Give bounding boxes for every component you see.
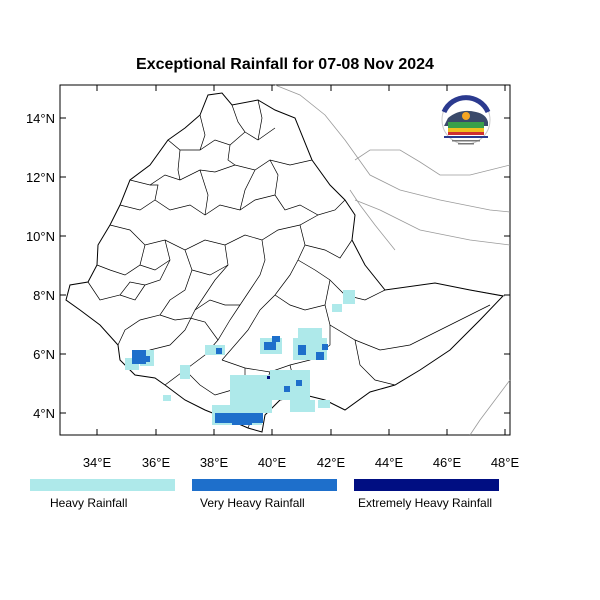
lon-label: 48°E <box>491 455 520 470</box>
legend-swatch-heavy <box>30 479 175 491</box>
lat-label: 4°N <box>33 406 55 421</box>
lat-label: 8°N <box>33 288 55 303</box>
map-title: Exceptional Rainfall for 07-08 Nov 2024 <box>136 56 434 73</box>
heavy-rainfall-areas <box>125 290 355 425</box>
lat-label: 10°N <box>26 229 55 244</box>
lat-label: 12°N <box>26 170 55 185</box>
legend-swatch-very-heavy <box>192 479 337 491</box>
lon-label: 34°E <box>83 455 112 470</box>
lon-label: 46°E <box>433 455 462 470</box>
legend-label-heavy: Heavy Rainfall <box>50 496 128 510</box>
lon-label: 36°E <box>142 455 171 470</box>
axis-ticks <box>60 85 510 435</box>
legend-swatch-extreme <box>354 479 499 491</box>
lon-label: 44°E <box>375 455 404 470</box>
lat-label: 6°N <box>33 347 55 362</box>
lat-labels: 4°N 6°N 8°N 10°N 12°N 14°N <box>26 111 55 421</box>
plot-frame <box>59 84 511 436</box>
legend-label-very-heavy: Very Heavy Rainfall <box>200 496 305 510</box>
lon-label: 40°E <box>258 455 287 470</box>
institute-logo <box>441 95 491 145</box>
extreme-rainfall-areas <box>267 376 270 379</box>
very-heavy-rainfall-areas <box>132 336 328 425</box>
legend-label-extreme: Extremely Heavy Rainfall <box>358 496 493 510</box>
lon-label: 42°E <box>317 455 346 470</box>
lat-label: 14°N <box>26 111 55 126</box>
lon-label: 38°E <box>200 455 229 470</box>
lon-labels: 34°E 36°E 38°E 40°E 42°E 44°E 46°E 48°E <box>83 455 520 470</box>
neighbor-borders <box>274 84 511 436</box>
